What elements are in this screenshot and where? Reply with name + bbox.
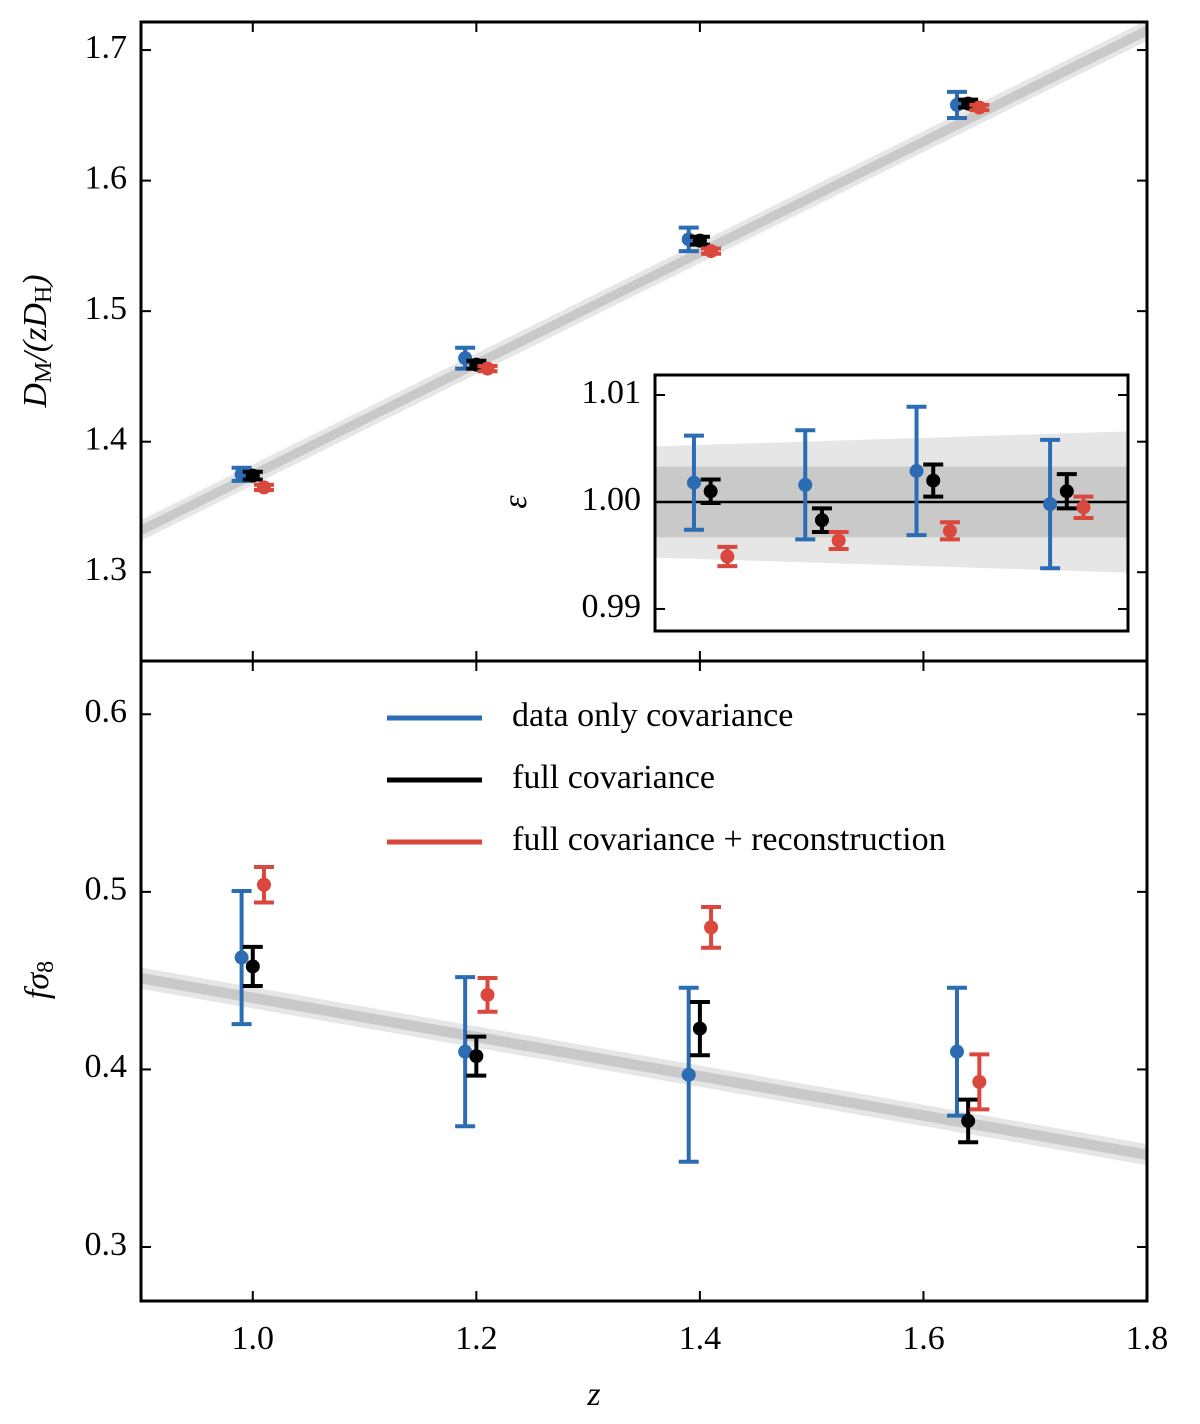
- data-point: [469, 1049, 484, 1064]
- y-axis-label-part: ε: [497, 495, 534, 509]
- y-tick-label: 0.99: [582, 588, 642, 625]
- data-point: [704, 244, 719, 259]
- y-tick-label: 0.3: [85, 1226, 128, 1263]
- data-point: [926, 473, 941, 488]
- y-axis-label: fσ8: [19, 961, 59, 999]
- y-axis-label-part: /(: [17, 338, 54, 363]
- y-tick-label: 1.6: [85, 159, 128, 196]
- x-tick-label: 1.0: [232, 1320, 275, 1357]
- data-point: [949, 1044, 964, 1059]
- data-point: [1059, 484, 1074, 499]
- y-axis-label-part: ): [17, 274, 54, 287]
- x-axis-label: z: [586, 1376, 600, 1413]
- data-point: [469, 357, 484, 372]
- data-point: [480, 361, 495, 376]
- plot-frame: [653, 373, 1130, 633]
- legend-label: data only covariance: [512, 697, 793, 734]
- y-tick-label: 1.4: [85, 420, 128, 457]
- y-axis-label: DM/(zDH): [17, 274, 57, 408]
- plot-content: [141, 22, 1147, 541]
- data-point: [686, 475, 701, 490]
- y-tick-label: 0.4: [85, 1048, 128, 1085]
- x-tick-label: 1.4: [679, 1320, 722, 1357]
- y-tick-label: 1.01: [582, 374, 642, 411]
- plot-frame: [139, 659, 1149, 1303]
- model-band-inner: [141, 25, 1147, 536]
- x-tick-label: 1.2: [455, 1320, 498, 1357]
- y-axis-label-part: D: [17, 383, 54, 409]
- y-axis-label: ε: [497, 495, 534, 509]
- plot-content: [655, 404, 1128, 573]
- data-point: [703, 484, 718, 499]
- data-point: [245, 959, 260, 974]
- y-tick-label: 1.3: [85, 551, 128, 588]
- legend-label: full covariance + reconstruction: [512, 821, 946, 858]
- data-point: [256, 480, 271, 495]
- y-axis-label-part: M: [31, 362, 57, 383]
- data-point: [972, 100, 987, 115]
- data-point: [692, 1021, 707, 1036]
- data-point: [256, 877, 271, 892]
- y-axis-label-part: zD: [17, 303, 54, 342]
- x-tick-label: 1.6: [902, 1320, 945, 1357]
- y-tick-label: 0.5: [85, 871, 128, 908]
- y-tick-label: 1.7: [85, 29, 128, 66]
- data-point: [692, 233, 707, 248]
- plot-content: [141, 864, 1147, 1166]
- x-tick-label: 1.8: [1126, 1320, 1169, 1357]
- data-point: [245, 468, 260, 483]
- data-point: [1076, 500, 1091, 515]
- y-tick-label: 1.00: [582, 481, 642, 518]
- y-tick-label: 1.5: [85, 290, 128, 327]
- data-point: [961, 1113, 976, 1128]
- data-point: [234, 950, 249, 965]
- y-axis-label-part: fσ: [19, 972, 56, 999]
- data-point: [909, 463, 924, 478]
- legend-label: full covariance: [512, 759, 715, 796]
- data-point: [1043, 497, 1058, 512]
- data-point: [814, 513, 829, 528]
- data-point: [798, 477, 813, 492]
- data-point: [831, 533, 846, 548]
- data-point: [458, 1044, 473, 1059]
- data-point: [681, 1067, 696, 1082]
- y-axis-label-part: H: [31, 286, 57, 303]
- y-axis-label-part: 8: [33, 961, 59, 973]
- data-point: [720, 549, 735, 564]
- data-point: [961, 96, 976, 111]
- plot-area: [141, 661, 1147, 1301]
- data-point: [704, 920, 719, 935]
- data-point: [972, 1074, 987, 1089]
- data-point: [942, 523, 957, 538]
- y-tick-label: 0.6: [85, 693, 128, 730]
- data-point: [480, 987, 495, 1002]
- model-band-inner: [141, 972, 1147, 1161]
